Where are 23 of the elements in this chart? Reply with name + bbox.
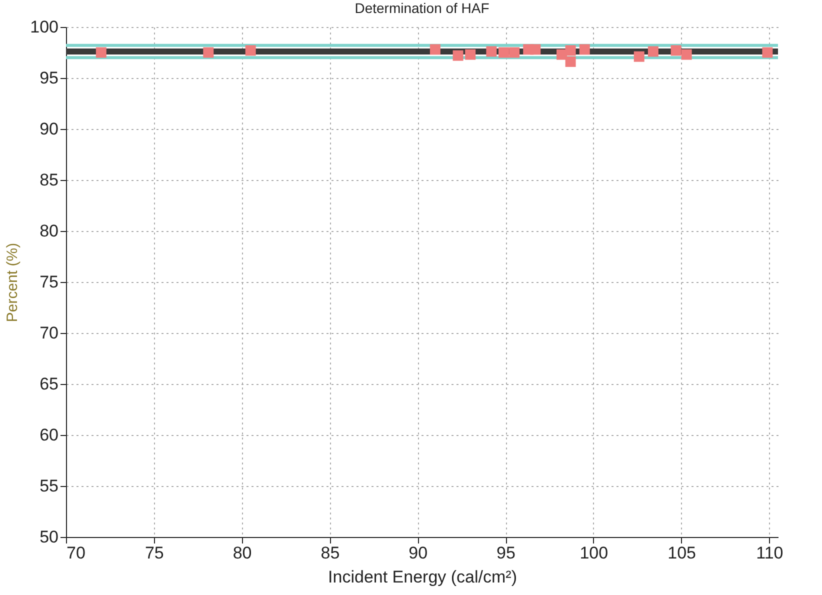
- x-tick-label: 110: [756, 544, 784, 562]
- x-tick-label: 105: [668, 544, 696, 562]
- x-tick-label: 85: [320, 544, 340, 562]
- x-tick-label: 80: [232, 544, 252, 562]
- y-tick-label: 75: [40, 272, 58, 292]
- y-tick-label: 65: [40, 374, 58, 394]
- y-tick-label: 80: [40, 222, 58, 240]
- y-tick-label: 90: [40, 120, 58, 138]
- y-tick-label: 100: [30, 18, 58, 36]
- y-axis-title: Percent (%): [4, 242, 22, 322]
- x-axis-title: Incident Energy (cal/cm²): [328, 568, 517, 586]
- x-tick-label: 100: [580, 544, 608, 562]
- y-tick-label: 50: [40, 528, 58, 546]
- y-tick-label: 70: [40, 324, 58, 342]
- y-tick-label: 95: [40, 68, 58, 88]
- x-tick-label: 75: [144, 544, 164, 562]
- y-tick-label: 85: [40, 170, 58, 190]
- x-tick-label: 70: [66, 544, 86, 562]
- y-tick-label: 60: [40, 426, 58, 444]
- y-tick-label: 55: [40, 476, 58, 496]
- chart-title: Determination of HAF: [354, 0, 490, 16]
- x-tick-label: 90: [408, 544, 428, 562]
- x-tick-label: 95: [496, 544, 516, 562]
